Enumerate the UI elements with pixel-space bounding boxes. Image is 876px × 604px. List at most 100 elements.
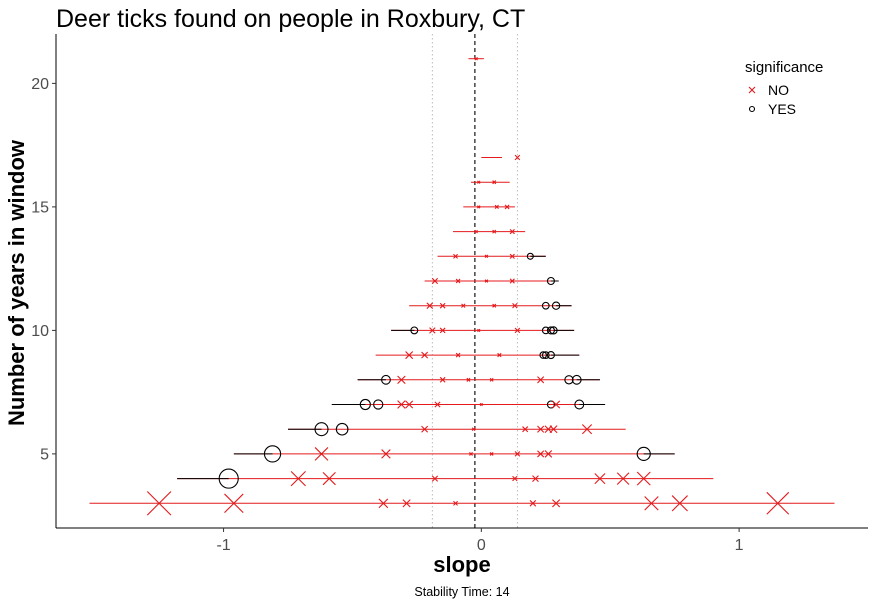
non-significant-point	[474, 56, 478, 61]
non-significant-point	[514, 451, 521, 457]
non-significant-point	[453, 500, 458, 506]
non-significant-point	[492, 180, 497, 185]
non-significant-point	[489, 377, 494, 382]
x-axis-ticks: -1 0 1	[216, 528, 744, 554]
legend-label: NO	[768, 82, 789, 98]
non-significant-point	[766, 491, 790, 515]
significant-point	[335, 422, 349, 436]
non-significant-point	[453, 253, 458, 259]
non-significant-point	[552, 400, 561, 409]
y-tick-label: 5	[40, 446, 49, 463]
significant-point	[546, 326, 555, 335]
non-significant-point	[479, 402, 483, 407]
non-significant-point	[616, 472, 630, 485]
significant-point	[263, 445, 282, 463]
non-significant-point	[492, 229, 497, 234]
non-significant-point	[466, 377, 471, 382]
non-significant-point	[492, 303, 497, 308]
non-significant-point	[537, 376, 545, 384]
non-significant-point	[512, 303, 518, 309]
non-significant-point	[224, 493, 244, 514]
legend: significance NO YES	[745, 59, 823, 117]
significant-point	[526, 252, 534, 260]
significant-point	[541, 351, 550, 359]
significant-point	[551, 301, 561, 310]
data-points	[146, 56, 790, 516]
non-significant-point	[421, 425, 429, 433]
non-significant-point	[477, 328, 481, 333]
error-bars	[89, 58, 835, 504]
non-significant-point	[537, 425, 545, 433]
non-significant-point	[494, 204, 499, 209]
y-axis-ticks: 5 10 15 20	[31, 76, 56, 463]
non-significant-point	[290, 470, 306, 487]
non-significant-point	[537, 450, 545, 458]
non-significant-point	[455, 278, 461, 284]
non-significant-point	[484, 279, 489, 283]
significant-point	[381, 374, 391, 385]
non-significant-point	[429, 327, 436, 334]
significant-point	[546, 276, 555, 286]
chart-title: Deer ticks found on people in Roxbury, C…	[56, 5, 525, 33]
non-significant-point	[644, 496, 659, 511]
non-significant-point	[471, 427, 476, 432]
non-significant-point	[529, 500, 537, 507]
y-tick-label: 10	[31, 323, 49, 340]
significant-point	[373, 399, 384, 410]
non-significant-point	[512, 475, 518, 482]
non-significant-point	[431, 475, 439, 482]
non-significant-point	[497, 352, 502, 358]
plot-area: -1 0 1 5 10 15 20	[31, 34, 868, 554]
non-significant-point	[469, 451, 473, 456]
x-axis-title: slope	[433, 552, 490, 577]
non-significant-point	[522, 426, 529, 433]
non-significant-point	[426, 302, 434, 309]
non-significant-point	[439, 376, 446, 383]
x-tick-label: 0	[477, 537, 486, 554]
non-significant-point	[636, 471, 651, 486]
significant-point	[564, 375, 574, 385]
non-significant-point	[477, 205, 481, 209]
significant-point	[574, 399, 585, 410]
x-tick-label: 1	[735, 537, 744, 554]
chart-caption: Stability Time: 14	[414, 585, 509, 599]
significant-point	[359, 398, 371, 411]
non-significant-point	[322, 471, 336, 486]
non-significant-point	[381, 449, 391, 459]
non-significant-point	[552, 499, 561, 508]
non-significant-point	[509, 228, 515, 235]
non-significant-point	[544, 450, 553, 458]
non-significant-point	[434, 401, 441, 408]
non-significant-point	[431, 277, 439, 285]
significant-point	[539, 351, 547, 359]
non-significant-point	[477, 180, 481, 184]
legend-key-yes	[748, 105, 756, 113]
non-significant-point	[397, 400, 406, 409]
y-tick-label: 15	[31, 199, 49, 216]
significant-point	[541, 326, 550, 335]
significant-point	[636, 446, 651, 462]
non-significant-point	[146, 491, 172, 516]
non-significant-point	[461, 303, 466, 308]
non-significant-point	[474, 229, 478, 234]
non-significant-point	[455, 352, 461, 358]
legend-title: significance	[745, 59, 823, 76]
non-significant-point	[509, 253, 515, 259]
significant-point	[546, 400, 555, 409]
non-significant-point	[549, 425, 558, 434]
legend-label: YES	[768, 101, 796, 117]
non-significant-point	[514, 154, 521, 161]
y-tick-label: 20	[31, 76, 49, 93]
non-significant-point	[314, 447, 329, 461]
y-axis-title: Number of years in window	[4, 139, 29, 426]
non-significant-point	[405, 351, 414, 360]
non-significant-point	[489, 451, 494, 456]
significant-point	[541, 301, 550, 310]
non-significant-point	[581, 424, 593, 435]
non-significant-point	[504, 204, 510, 210]
significant-point	[571, 374, 582, 385]
non-significant-point	[397, 375, 406, 385]
non-significant-point	[439, 327, 446, 334]
significant-point	[549, 326, 558, 335]
